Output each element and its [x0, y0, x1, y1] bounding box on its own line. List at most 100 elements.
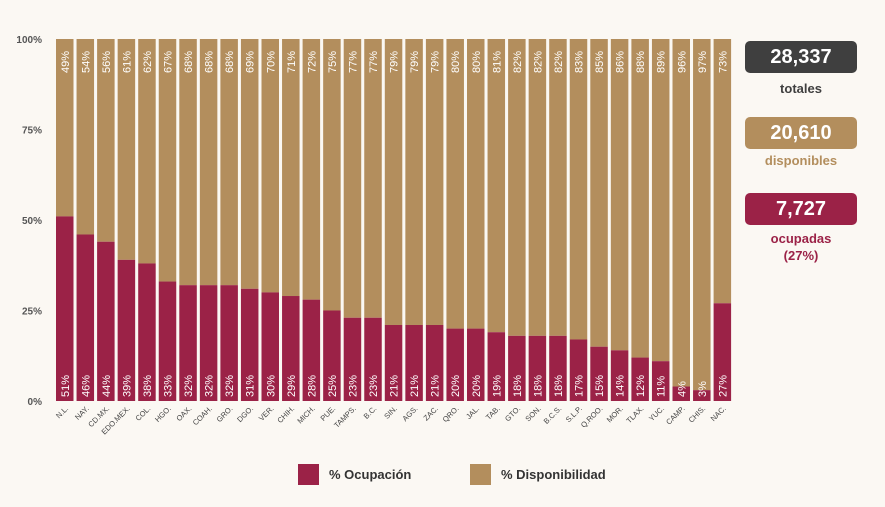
category-label: MOR.: [605, 404, 625, 424]
label-disponibilidad: 82%: [532, 51, 544, 73]
label-ocupacion: 31%: [245, 375, 257, 397]
bar-disponibilidad: [549, 39, 567, 336]
bar-ocupacion: [487, 332, 506, 401]
bar-disponibilidad: [179, 39, 197, 286]
bar-ocupacion: [610, 350, 629, 401]
bar-disponibilidad: [97, 39, 115, 242]
bar-disponibilidad: [672, 39, 690, 387]
category-label: JAL.: [464, 404, 481, 421]
label-ocupacion: 32%: [224, 375, 236, 397]
legend-disponibilidad: % Disponibilidad: [470, 464, 606, 485]
bar-disponibilidad: [117, 39, 136, 260]
bar-disponibilidad: [508, 39, 526, 336]
kpi-totales-value: 28,337: [745, 41, 857, 73]
bar-disponibilidad: [487, 39, 506, 333]
bar-ocupacion: [220, 285, 238, 401]
label-disponibilidad: 68%: [224, 51, 236, 73]
bar-disponibilidad: [138, 39, 156, 264]
label-disponibilidad: 96%: [676, 51, 688, 73]
category-label: N.L.: [54, 404, 70, 420]
label-disponibilidad: 89%: [656, 51, 668, 73]
category-label: GTO.: [503, 404, 522, 423]
y-tick-label: 75%: [22, 126, 42, 137]
y-tick-label: 25%: [22, 307, 42, 318]
bar-ocupacion: [282, 296, 300, 401]
bar-ocupacion: [467, 328, 485, 401]
label-disponibilidad: 77%: [347, 51, 359, 73]
category-label: NAC.: [709, 404, 728, 423]
bar-ocupacion: [528, 335, 547, 401]
bar-disponibilidad: [261, 39, 279, 293]
bar-ocupacion: [508, 335, 526, 401]
label-disponibilidad: 68%: [204, 51, 216, 73]
bar-disponibilidad: [282, 39, 300, 297]
category-label: SIN.: [382, 404, 399, 421]
label-disponibilidad: 97%: [697, 51, 709, 73]
kpi-disponibles-value: 20,610: [745, 117, 857, 149]
label-ocupacion: 25%: [327, 375, 339, 397]
category-label: QRO.: [441, 404, 461, 424]
label-disponibilidad: 80%: [471, 51, 483, 73]
label-ocupacion: 46%: [80, 375, 92, 397]
bar-disponibilidad: [610, 39, 629, 351]
label-disponibilidad: 71%: [286, 51, 298, 73]
label-disponibilidad: 80%: [450, 51, 462, 73]
bar-ocupacion: [158, 281, 177, 401]
bar-ocupacion: [76, 234, 95, 401]
label-ocupacion: 19%: [491, 375, 503, 397]
label-disponibilidad: 67%: [163, 51, 175, 73]
bar-disponibilidad: [590, 39, 608, 347]
bar-ocupacion: [651, 361, 670, 401]
bar-disponibilidad: [569, 39, 588, 340]
bar-disponibilidad: [446, 39, 464, 329]
label-ocupacion: 14%: [615, 375, 627, 397]
bar-ocupacion: [693, 390, 711, 401]
legend-ocupacion-swatch: [298, 464, 319, 485]
label-ocupacion: 23%: [347, 375, 359, 397]
bar-ocupacion: [240, 288, 259, 401]
label-ocupacion: 12%: [635, 375, 647, 397]
category-label: CHIS.: [687, 404, 708, 425]
category-label: COL.: [134, 404, 153, 423]
label-disponibilidad: 83%: [574, 51, 586, 73]
label-ocupacion: 32%: [183, 375, 195, 397]
bar-disponibilidad: [56, 39, 74, 217]
category-label: AGS.: [400, 404, 419, 423]
bar-disponibilidad: [220, 39, 238, 286]
category-label: ZAC.: [422, 404, 440, 422]
label-disponibilidad: 56%: [101, 51, 113, 73]
bar-ocupacion: [261, 292, 279, 401]
legend-disponibilidad-swatch: [470, 464, 491, 485]
bar-ocupacion: [343, 317, 362, 401]
category-label: CHIH.: [275, 404, 296, 425]
label-ocupacion: 28%: [306, 375, 318, 397]
bar-ocupacion: [364, 317, 382, 401]
category-label: COAH.: [191, 404, 214, 427]
bar-disponibilidad: [364, 39, 382, 318]
y-tick-label: 50%: [22, 216, 42, 227]
label-disponibilidad: 72%: [306, 51, 318, 73]
label-disponibilidad: 61%: [121, 51, 133, 73]
label-ocupacion: 4%: [676, 381, 688, 397]
category-label: TAMPS.: [332, 404, 358, 430]
label-ocupacion: 29%: [286, 375, 298, 397]
label-disponibilidad: 75%: [327, 51, 339, 73]
bar-ocupacion: [179, 285, 197, 401]
bar-disponibilidad: [199, 39, 218, 286]
category-label: CAMP.: [664, 404, 686, 426]
bar-ocupacion: [672, 386, 690, 401]
label-ocupacion: 38%: [142, 375, 154, 397]
category-label: GRO.: [215, 404, 235, 424]
label-disponibilidad: 77%: [368, 51, 380, 73]
label-ocupacion: 30%: [265, 375, 277, 397]
bar-disponibilidad: [343, 39, 362, 318]
label-ocupacion: 3%: [697, 381, 709, 397]
kpi-ocupadas-caption: ocupadas: [770, 231, 832, 246]
category-label: TAB.: [484, 404, 502, 422]
bar-disponibilidad: [693, 39, 711, 391]
bar-ocupacion: [425, 324, 444, 401]
label-ocupacion: 21%: [389, 375, 401, 397]
bar-ocupacion: [549, 335, 567, 401]
label-ocupacion: 15%: [594, 375, 606, 397]
label-disponibilidad: 82%: [553, 51, 565, 73]
